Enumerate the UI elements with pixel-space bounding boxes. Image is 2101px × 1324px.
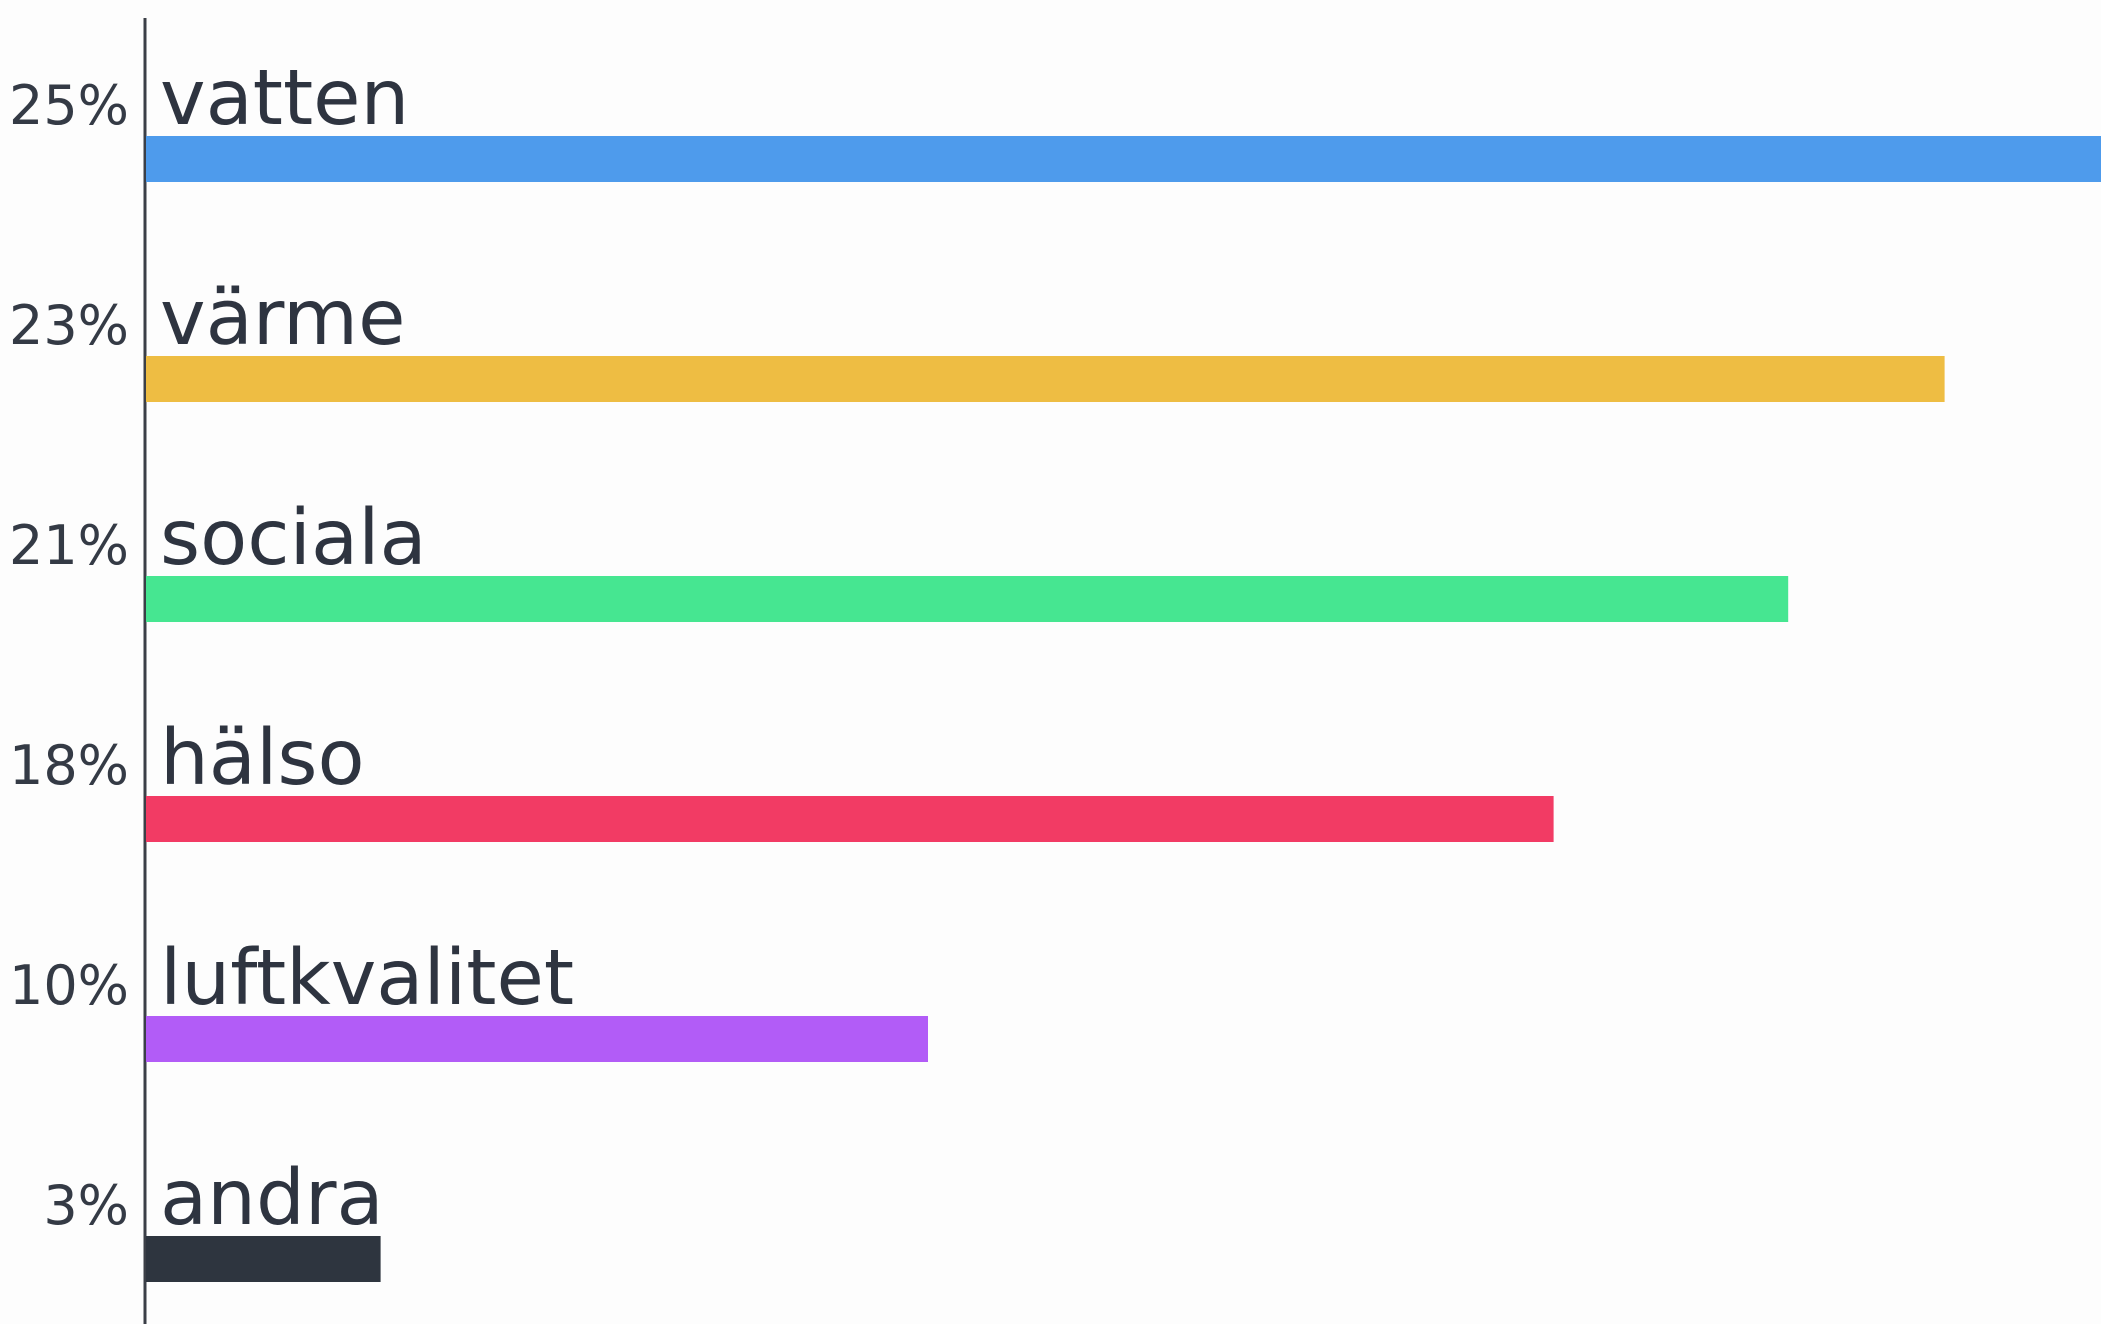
- value-label-5: 3%: [43, 1174, 129, 1237]
- bar-0: [146, 136, 2101, 182]
- value-label-0: 25%: [9, 74, 129, 137]
- bar-3: [146, 796, 1554, 842]
- value-label-4: 10%: [9, 954, 129, 1017]
- category-label-2: sociala: [160, 494, 427, 583]
- category-label-0: vatten: [160, 54, 409, 143]
- category-label-1: värme: [160, 274, 405, 363]
- value-label-3: 18%: [9, 734, 129, 797]
- bars-layer: vatten 25% värme 23% sociala 21% hälso 18% luftk…: [9, 54, 2101, 1282]
- bar-4: [146, 1016, 928, 1062]
- category-label-4: luftkvalitet: [160, 934, 574, 1023]
- bar-5: [146, 1236, 381, 1282]
- value-label-2: 21%: [9, 514, 129, 577]
- category-label-5: andra: [160, 1154, 384, 1243]
- bar-1: [146, 356, 1945, 402]
- value-label-1: 23%: [9, 294, 129, 357]
- category-label-3: hälso: [160, 714, 365, 803]
- bar-2: [146, 576, 1789, 622]
